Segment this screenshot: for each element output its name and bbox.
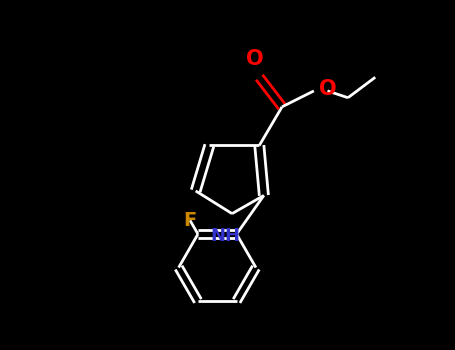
Text: NH: NH bbox=[210, 227, 240, 245]
Text: O: O bbox=[319, 79, 337, 99]
Text: F: F bbox=[183, 211, 197, 230]
Text: O: O bbox=[246, 49, 263, 69]
